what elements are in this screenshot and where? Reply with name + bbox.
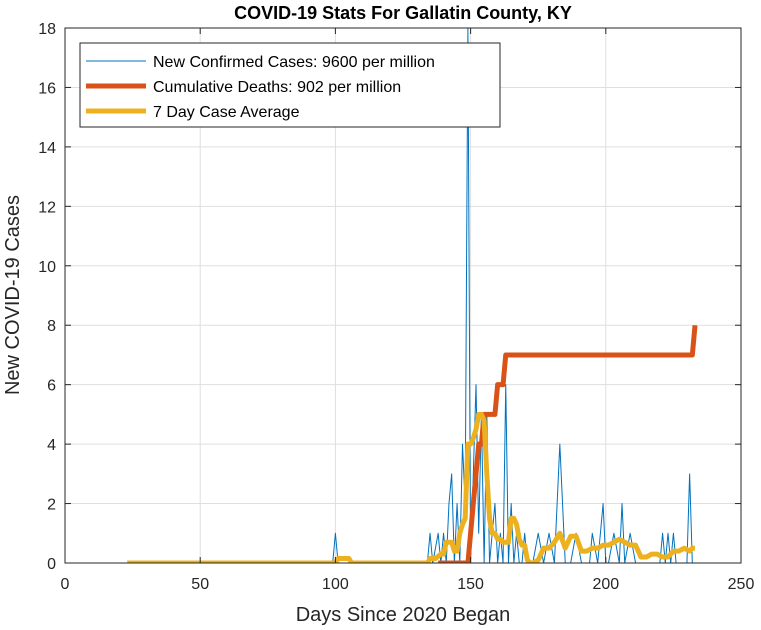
legend-entry-7-day-average: 7 Day Case Average [86,104,300,121]
legend-label-cumulative-deaths: Cumulative Deaths: 902 per million [153,79,401,96]
legend: New Confirmed Cases: 9600 per million Cu… [79,42,501,128]
y-axis-label: New COVID-19 Cases [2,195,24,395]
x-tick-label: 50 [191,576,209,593]
y-tick-label: 10 [38,259,56,276]
legend-entry-new-cases: New Confirmed Cases: 9600 per million [86,54,435,71]
legend-label-7-day-average: 7 Day Case Average [153,104,300,121]
series-new-confirmed-cases [127,28,696,563]
series-layer [127,28,698,563]
legend-entry-cumulative-deaths: Cumulative Deaths: 902 per million [86,79,401,96]
x-tick-label: 100 [322,576,349,593]
y-tick-label: 16 [38,80,56,97]
series-7-day-average [127,411,696,563]
x-tick-label: 200 [592,576,619,593]
y-tick-label: 2 [47,497,56,514]
y-tick-label: 4 [47,437,56,454]
plot-area-border [64,27,742,564]
chart-title: COVID-19 Stats For Gallatin County, KY [234,3,572,23]
x-tick-label: 250 [728,576,755,593]
y-tick-label: 12 [38,199,56,216]
x-tick-label: 0 [61,576,70,593]
series-cumulative-deaths [438,324,698,563]
x-axis-label: Days Since 2020 Began [296,604,511,626]
y-tick-label: 18 [38,21,56,38]
y-tick-label: 0 [47,556,56,573]
y-tick-label: 14 [38,140,56,157]
legend-label-new-cases: New Confirmed Cases: 9600 per million [153,54,435,71]
y-tick-label: 8 [47,318,56,335]
legend-box [79,42,501,128]
x-tick-label: 150 [457,576,484,593]
axis-ticks: 0 50 100 150 200 250 0 2 4 6 8 10 12 14 16 18 [38,21,754,593]
y-tick-label: 6 [47,378,56,395]
